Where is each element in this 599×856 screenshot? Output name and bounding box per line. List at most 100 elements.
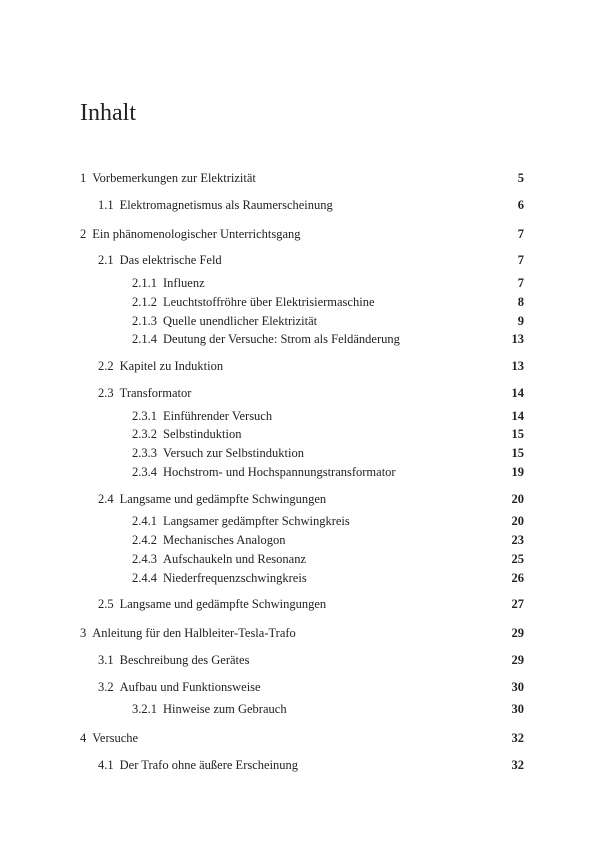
toc-entry: 2.3 Transformator 14 [80,384,524,403]
toc-entry-number: 2.1 [98,251,114,270]
toc-entry-label: Der Trafo ohne äußere Erscheinung [120,756,500,775]
toc-entry-label: Hinweise zum Gebrauch [163,700,500,719]
toc-entry-label: Langsame und gedämpfte Schwingungen [120,490,500,509]
toc-entry-number: 2.4.3 [132,550,157,569]
toc-entry-number: 2.2 [98,357,114,376]
toc-entry-label: Hochstrom- und Hochspannungstransformato… [163,463,500,482]
toc-entry: 2.1.4 Deutung der Versuche: Strom als Fel… [80,330,524,349]
toc-entry-label: Leuchtstoffröhre über Elektrisiermaschin… [163,293,506,312]
toc-entry: 3.2 Aufbau und Funktionsweise 30 [80,678,524,697]
toc-entry-label: Langsamer gedämpfter Schwingkreis [163,512,500,531]
toc-entry-page: 9 [518,312,524,331]
toc-entry-page: 7 [518,225,524,244]
toc-entry-number: 1 [80,169,86,188]
toc-entry-number: 4.1 [98,756,114,775]
toc-entry: 3.2.1 Hinweise zum Gebrauch 30 [80,700,524,719]
toc-entry-page: 26 [512,569,525,588]
toc-entry-label: Deutung der Versuche: Strom als Feldände… [163,330,500,349]
page-container: Inhalt 1 Vorbemerkungen zur Elektrizität 5… [0,0,599,829]
toc-entry-label: Langsame und gedämpfte Schwingungen [120,595,500,614]
toc-entry-label: Versuch zur Selbstinduktion [163,444,500,463]
toc-entry-number: 2.4.4 [132,569,157,588]
toc-entry-number: 2.4.1 [132,512,157,531]
toc-entry: 2.4.4 Niederfrequenzschwingkreis 26 [80,569,524,588]
toc-entry-page: 7 [518,274,524,293]
toc-entry-number: 2.1.1 [132,274,157,293]
toc-entry: 2.2 Kapitel zu Induktion 13 [80,357,524,376]
toc-entry-page: 14 [512,407,525,426]
toc-entry-label: Vorbemerkungen zur Elektrizität [92,169,506,188]
toc-entry-number: 2 [80,225,86,244]
toc-entry: 2.4.3 Aufschaukeln und Resonanz 25 [80,550,524,569]
toc-entry-number: 2.4.2 [132,531,157,550]
toc-entry-label: Quelle unendlicher Elektrizität [163,312,506,331]
toc-entry-page: 30 [512,678,525,697]
toc-entry-page: 30 [512,700,525,719]
toc-entry: 2.1.3 Quelle unendlicher Elektrizität 9 [80,312,524,331]
toc-entry-number: 3 [80,624,86,643]
toc-entry: 2.4.1 Langsamer gedämpfter Schwingkreis 20 [80,512,524,531]
toc-entry-label: Aufbau und Funktionsweise [120,678,500,697]
toc-entry-number: 2.5 [98,595,114,614]
toc-entry: 2.3.4Hochstrom- und Hochspannungstransfo… [80,463,524,482]
toc-entry-number: 2.1.4 [132,330,157,349]
toc-entry-page: 20 [512,512,525,531]
toc-entry-label: Influenz [163,274,506,293]
toc-entry: 2.1.1 Influenz 7 [80,274,524,293]
toc-entry: 2.3.1 Einführender Versuch 14 [80,407,524,426]
toc-entry-page: 7 [518,251,524,270]
page-title: Inhalt [80,100,524,127]
toc-entry-page: 5 [518,169,524,188]
toc-entry: 2.3.2Selbstinduktion15 [80,425,524,444]
toc-entry-label: Beschreibung des Gerätes [120,651,500,670]
toc-entry-label: Mechanisches Analogon [163,531,500,550]
toc-entry-number: 2.3 [98,384,114,403]
toc-entry-page: 27 [512,595,525,614]
toc-entry-label: Transformator [120,384,500,403]
toc-entry-page: 25 [512,550,525,569]
toc-entry-page: 13 [512,330,525,349]
toc-entry: 1 Vorbemerkungen zur Elektrizität 5 [80,169,524,188]
toc-entry-number: 2.1.3 [132,312,157,331]
toc-entry-label: Aufschaukeln und Resonanz [163,550,500,569]
toc-entry-page: 32 [512,756,525,775]
toc-entry: 2.5 Langsame und gedämpfte Schwingungen 27 [80,595,524,614]
toc-entry-label: Kapitel zu Induktion [120,357,500,376]
toc-entry-page: 6 [518,196,524,215]
toc-entry-number: 2.4 [98,490,114,509]
toc-entry-page: 32 [512,729,525,748]
toc-entry: 2.4.2 Mechanisches Analogon 23 [80,531,524,550]
toc-entry-label: Einführender Versuch [163,407,500,426]
toc-entry-number: 2.1.2 [132,293,157,312]
toc-entry: 3 Anleitung für den Halbleiter-Tesla-Traf… [80,624,524,643]
toc-entry-page: 23 [512,531,525,550]
toc-entry-page: 15 [512,425,525,444]
toc-entry-page: 29 [512,651,525,670]
toc-entry-number: 2.3.2 [132,425,157,444]
toc-entry-label: Ein phänomenologischer Unterrichtsgang [92,225,506,244]
toc-entry-page: 8 [518,293,524,312]
toc-entry: 2 Ein phänomenologischer Unterrichtsgang 7 [80,225,524,244]
toc-entry-label: Elektromagnetismus als Raumerscheinung [120,196,506,215]
toc-entry-page: 20 [512,490,525,509]
toc-entry-number: 3.1 [98,651,114,670]
toc-entry-page: 19 [512,463,525,482]
toc-entry: 4.1 Der Trafo ohne äußere Erscheinung 32 [80,756,524,775]
toc-entry-label: Anleitung für den Halbleiter-Tesla-Trafo [92,624,499,643]
toc-entry-label: Das elektrische Feld [120,251,506,270]
toc-entry: 2.1.2 Leuchtstoffröhre über Elektrisierma… [80,293,524,312]
toc-entry-label: Niederfrequenzschwingkreis [163,569,500,588]
toc-entry: 1.1 Elektromagnetismus als Raumerscheinun… [80,196,524,215]
toc-entry-page: 15 [512,444,525,463]
table-of-contents: 1 Vorbemerkungen zur Elektrizität 5 1.1 Elek… [80,169,524,775]
toc-entry: 2.4 Langsame und gedämpfte Schwingungen 20 [80,490,524,509]
toc-entry-number: 3.2 [98,678,114,697]
toc-entry-page: 29 [512,624,525,643]
toc-entry-page: 14 [512,384,525,403]
toc-entry: 4Versuche32 [80,729,524,748]
toc-entry-number: 2.3.1 [132,407,157,426]
toc-entry-number: 3.2.1 [132,700,157,719]
toc-entry-number: 1.1 [98,196,114,215]
toc-entry-page: 13 [512,357,525,376]
toc-entry: 2.1 Das elektrische Feld 7 [80,251,524,270]
